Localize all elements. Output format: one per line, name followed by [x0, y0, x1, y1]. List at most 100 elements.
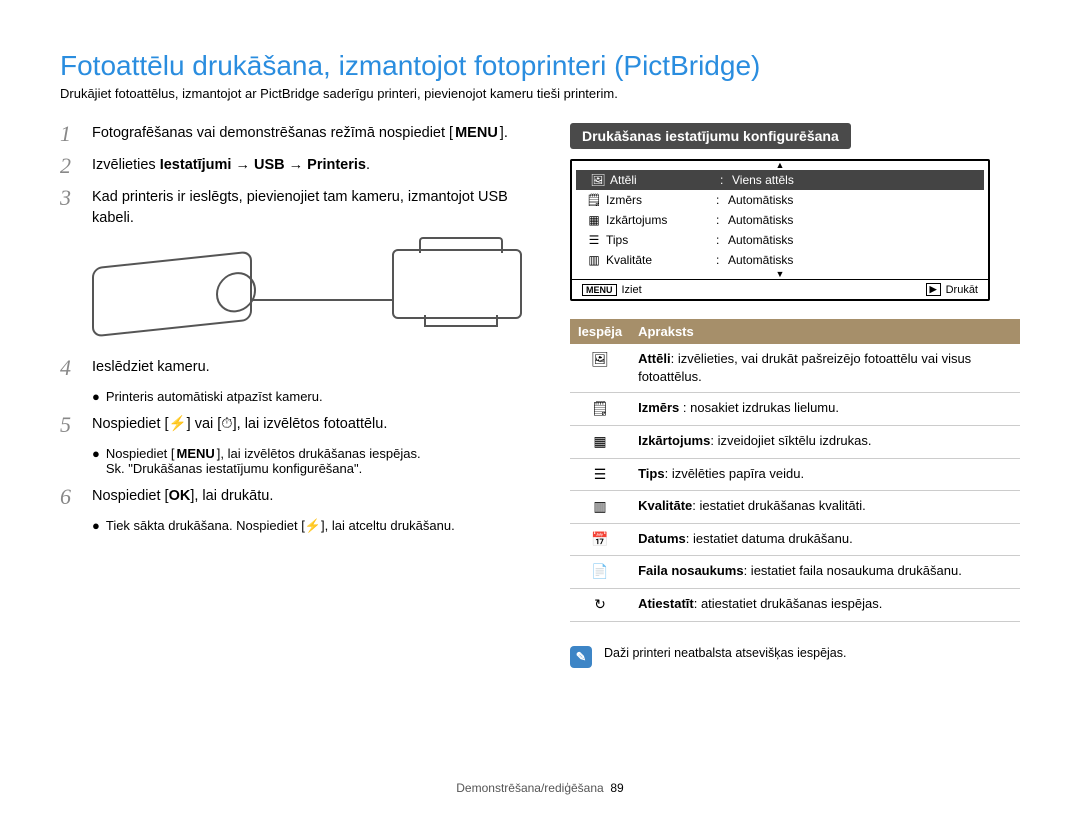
- bullet-icon: ●: [92, 518, 100, 534]
- camera-icon: [92, 251, 252, 338]
- lcd-row-icon: ☰: [582, 233, 606, 247]
- lcd-row-icon: 🗒: [582, 193, 606, 207]
- lcd-row-colon: :: [716, 193, 728, 207]
- lcd-row-label: Izkārtojums: [606, 213, 716, 227]
- option-icon: ▦: [570, 425, 630, 458]
- option-desc: Kvalitāte: iestatiet drukāšanas kvalitāt…: [630, 491, 1020, 524]
- lcd-row-label: Izmērs: [606, 193, 716, 207]
- option-icon: ▥: [570, 491, 630, 524]
- step-6-sub-text: Tiek sākta drukāšana. Nospiediet [⚡], la…: [106, 518, 455, 534]
- table-row: 🗒Izmērs : nosakiet izdrukas lielumu.: [570, 393, 1020, 426]
- step-4: 4 Ieslēdziet kameru.: [60, 357, 530, 379]
- lcd-row: ▥Kvalitāte:Automātisks: [572, 250, 988, 270]
- content-columns: 1 Fotografēšanas vai demonstrēšanas režī…: [60, 123, 1020, 668]
- flash-icon: ⚡: [169, 416, 187, 432]
- table-row: 📅Datums: iestatiet datuma drukāšanu.: [570, 523, 1020, 556]
- step-6-sub: ● Tiek sākta drukāšana. Nospiediet [⚡], …: [92, 518, 530, 534]
- step-2-prefix: Izvēlieties: [92, 157, 160, 173]
- lcd-row-label: Attēli: [610, 173, 720, 187]
- lcd-row-value: Viens attēls: [732, 173, 974, 187]
- options-col-icon: Iespēja: [570, 319, 630, 344]
- ok-chip: OK: [169, 488, 191, 504]
- step-number: 3: [60, 187, 80, 229]
- table-row: ☰Tips: izvēlēties papīra veidu.: [570, 458, 1020, 491]
- step-4-sub: ●Printeris automātiski atpazīst kameru.: [92, 389, 530, 404]
- note-icon: ✎: [570, 646, 592, 668]
- lcd-row-icon: 🖼: [586, 173, 610, 187]
- right-column: Drukāšanas iestatījumu konfigurēšana ▲ 🖼…: [570, 123, 1020, 668]
- lcd-row: 🖼Attēli:Viens attēls: [576, 170, 984, 190]
- option-icon: 🗒: [570, 393, 630, 426]
- step-5-a: Nospiediet [: [92, 416, 169, 432]
- step-6: 6 Nospiediet [OK], lai drukātu.: [60, 486, 530, 508]
- lcd-foot-right-label: Drukāt: [946, 284, 978, 296]
- menu-chip: MENU: [453, 123, 500, 144]
- right-heading: Drukāšanas iestatījumu konfigurēšana: [570, 123, 851, 149]
- step-text: Izvēlieties Iestatījumi → USB → Printeri…: [92, 155, 530, 177]
- step-2-bold: Iestatījumi → USB → Printeris: [160, 157, 366, 173]
- step-5-sub: ● Nospiediet [MENU], lai izvēlētos drukā…: [92, 446, 530, 476]
- cable-line: [252, 299, 392, 301]
- step-6-sub-b: ], lai atceltu drukāšanu.: [321, 518, 455, 533]
- step-text: Nospiediet [⚡] vai [⏱], lai izvēlētos fo…: [92, 414, 530, 436]
- page-subtitle: Drukājiet fotoattēlus, izmantojot ar Pic…: [60, 86, 1020, 101]
- step-5-sub2: Sk. "Drukāšanas iestatījumu konfigurēšan…: [106, 461, 362, 476]
- step-5-sub1-b: ], lai izvēlētos drukāšanas iespējas.: [217, 446, 421, 461]
- table-row: ▥Kvalitāte: iestatiet drukāšanas kvalitā…: [570, 491, 1020, 524]
- timer-icon: ⏱: [221, 416, 232, 432]
- option-desc: Faila nosaukums: iestatiet faila nosauku…: [630, 556, 1020, 589]
- table-row: ▦Izkārtojums: izveidojiet sīktēlu izdruk…: [570, 425, 1020, 458]
- step-text: Nospiediet [OK], lai drukātu.: [92, 486, 530, 508]
- step-4-sub-text: Printeris automātiski atpazīst kameru.: [106, 389, 323, 404]
- menu-chip: MENU: [175, 446, 217, 461]
- option-desc: Izmērs : nosakiet izdrukas lielumu.: [630, 393, 1020, 426]
- step-5-sub1: Nospiediet [MENU], lai izvēlētos drukāša…: [106, 446, 421, 476]
- option-icon: ↻: [570, 588, 630, 621]
- play-button-icon: ▶: [926, 283, 941, 296]
- lcd-row-colon: :: [716, 253, 728, 267]
- table-row: 🖼Attēli: izvēlieties, vai drukāt pašreiz…: [570, 344, 1020, 393]
- bullet-icon: ●: [92, 446, 100, 476]
- lcd-row-colon: :: [716, 233, 728, 247]
- step-2: 2 Izvēlieties Iestatījumi → USB → Printe…: [60, 155, 530, 177]
- lcd-foot-left: MENU Iziet: [582, 283, 642, 296]
- step-number: 2: [60, 155, 80, 177]
- step-number: 5: [60, 414, 80, 436]
- option-icon: ☰: [570, 458, 630, 491]
- lcd-row: ▦Izkārtojums:Automātisks: [572, 210, 988, 230]
- menu-button-icon: MENU: [582, 284, 617, 296]
- left-column: 1 Fotografēšanas vai demonstrēšanas režī…: [60, 123, 530, 668]
- lcd-row: ☰Tips:Automātisks: [572, 230, 988, 250]
- step-5-sub1-a: Nospiediet [: [106, 446, 175, 461]
- printer-icon: [392, 249, 522, 319]
- option-icon: 🖼: [570, 344, 630, 393]
- option-icon: 📄: [570, 556, 630, 589]
- step-6-b: ], lai drukātu.: [190, 488, 273, 504]
- table-row: ↻Atiestatīt: atiestatiet drukāšanas iesp…: [570, 588, 1020, 621]
- option-icon: 📅: [570, 523, 630, 556]
- step-1-text-a: Fotografēšanas vai demonstrēšanas režīmā…: [92, 125, 445, 141]
- up-arrow-icon: ▲: [572, 161, 988, 170]
- lcd-panel: ▲ 🖼Attēli:Viens attēls🗒Izmērs:Automātisk…: [570, 159, 990, 301]
- step-text: Fotografēšanas vai demonstrēšanas režīmā…: [92, 123, 530, 145]
- lcd-foot-right: ▶ Drukāt: [926, 283, 978, 296]
- lcd-row-icon: ▥: [582, 253, 606, 267]
- option-desc: Atiestatīt: atiestatiet drukāšanas iespē…: [630, 588, 1020, 621]
- note-callout: ✎ Daži printeri neatbalsta atsevišķas ie…: [570, 646, 1020, 668]
- footer-section: Demonstrēšana/rediģēšana: [456, 781, 603, 795]
- step-6-a: Nospiediet [: [92, 488, 169, 504]
- step-number: 6: [60, 486, 80, 508]
- lcd-row-colon: :: [716, 213, 728, 227]
- page-footer: Demonstrēšana/rediģēšana 89: [0, 781, 1080, 795]
- camera-printer-illustration: [92, 239, 530, 339]
- lcd-row-label: Kvalitāte: [606, 253, 716, 267]
- lcd-row-colon: :: [720, 173, 732, 187]
- lcd-row-label: Tips: [606, 233, 716, 247]
- lcd-row-value: Automātisks: [728, 233, 978, 247]
- option-desc: Izkārtojums: izveidojiet sīktēlu izdruka…: [630, 425, 1020, 458]
- step-text: Kad printeris ir ieslēgts, pievienojiet …: [92, 187, 530, 229]
- lcd-row-value: Automātisks: [728, 253, 978, 267]
- table-row: 📄Faila nosaukums: iestatiet faila nosauk…: [570, 556, 1020, 589]
- option-desc: Attēli: izvēlieties, vai drukāt pašreizē…: [630, 344, 1020, 393]
- option-desc: Datums: iestatiet datuma drukāšanu.: [630, 523, 1020, 556]
